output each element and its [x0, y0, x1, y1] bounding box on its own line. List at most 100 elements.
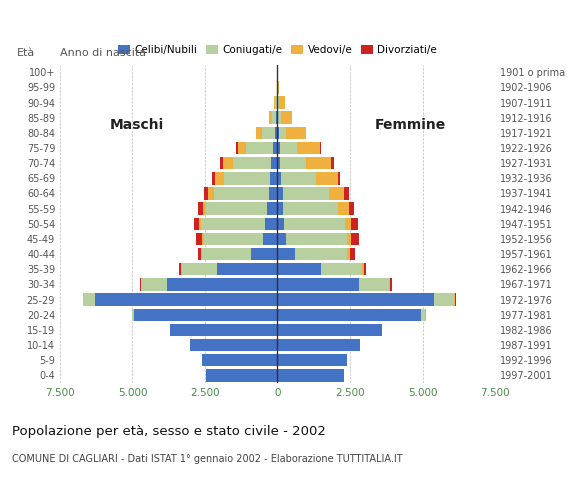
Bar	[202, 233, 204, 245]
Bar	[349, 203, 354, 215]
Bar	[236, 142, 238, 154]
Legend: Celibi/Nubili, Coniugati/e, Vedovi/e, Divorziati/e: Celibi/Nubili, Coniugati/e, Vedovi/e, Di…	[114, 41, 441, 60]
Bar	[331, 157, 334, 169]
Bar	[286, 127, 306, 139]
Bar	[272, 111, 276, 124]
Bar	[358, 278, 389, 290]
Bar	[286, 233, 347, 245]
Bar	[201, 248, 202, 260]
Bar	[277, 142, 280, 154]
Bar	[351, 233, 358, 245]
Bar	[277, 324, 382, 336]
Bar	[277, 369, 344, 382]
Bar	[277, 111, 278, 124]
Bar	[202, 203, 206, 215]
Bar	[212, 172, 215, 184]
Bar	[343, 187, 349, 200]
Bar	[270, 172, 277, 184]
Bar	[265, 217, 277, 230]
Bar	[277, 127, 279, 139]
Bar	[351, 217, 358, 230]
Bar	[233, 157, 271, 169]
Bar	[277, 172, 281, 184]
Bar	[277, 278, 358, 290]
Bar	[277, 248, 295, 260]
Bar	[277, 203, 283, 215]
Bar	[284, 217, 345, 230]
Bar	[280, 157, 306, 169]
Bar	[277, 293, 434, 306]
Bar	[297, 142, 320, 154]
Bar	[277, 96, 278, 109]
Bar	[267, 203, 277, 215]
Bar	[271, 157, 277, 169]
Bar	[277, 339, 360, 351]
Bar	[316, 172, 338, 184]
Text: Femmine: Femmine	[375, 118, 445, 132]
Bar	[277, 217, 284, 230]
Bar	[347, 233, 351, 245]
Bar	[279, 96, 285, 109]
Bar	[167, 278, 277, 290]
Bar	[277, 157, 280, 169]
Bar	[338, 172, 340, 184]
Bar	[279, 127, 286, 139]
Bar	[295, 248, 347, 260]
Bar	[181, 263, 182, 276]
Bar	[132, 309, 134, 321]
Bar	[213, 187, 269, 200]
Bar	[216, 263, 277, 276]
Bar	[281, 111, 292, 124]
Text: Maschi: Maschi	[109, 118, 164, 132]
Bar	[262, 127, 274, 139]
Bar	[277, 81, 279, 94]
Bar	[277, 233, 286, 245]
Bar	[321, 263, 361, 276]
Bar	[263, 233, 277, 245]
Bar	[206, 203, 267, 215]
Bar	[198, 203, 202, 215]
Bar	[202, 354, 277, 366]
Bar	[182, 263, 216, 276]
Bar	[306, 157, 331, 169]
Bar	[345, 217, 351, 230]
Bar	[277, 187, 282, 200]
Bar	[200, 217, 201, 230]
Bar	[223, 157, 233, 169]
Bar	[202, 248, 251, 260]
Bar	[282, 187, 329, 200]
Bar	[364, 263, 366, 276]
Bar	[277, 263, 321, 276]
Bar	[278, 111, 281, 124]
Bar	[83, 293, 95, 306]
Bar	[329, 187, 343, 200]
Bar	[281, 172, 316, 184]
Bar	[134, 309, 277, 321]
Bar	[208, 187, 213, 200]
Bar	[274, 96, 275, 109]
Bar	[434, 293, 454, 306]
Bar	[275, 96, 277, 109]
Bar	[347, 248, 350, 260]
Bar	[246, 142, 273, 154]
Text: Anno di nascita: Anno di nascita	[60, 48, 146, 58]
Bar	[389, 278, 390, 290]
Bar	[204, 233, 263, 245]
Bar	[179, 263, 181, 276]
Bar	[421, 309, 425, 321]
Bar	[215, 172, 224, 184]
Bar	[269, 187, 277, 200]
Bar	[238, 142, 246, 154]
Bar	[350, 248, 355, 260]
Bar	[276, 111, 277, 124]
Bar	[204, 187, 208, 200]
Bar	[338, 203, 349, 215]
Bar	[320, 142, 321, 154]
Bar	[206, 369, 277, 382]
Bar	[201, 217, 265, 230]
Text: Popolazione per età, sesso e stato civile - 2002: Popolazione per età, sesso e stato civil…	[12, 425, 325, 438]
Bar	[95, 293, 277, 306]
Bar	[454, 293, 455, 306]
Bar	[277, 309, 421, 321]
Bar	[190, 339, 277, 351]
